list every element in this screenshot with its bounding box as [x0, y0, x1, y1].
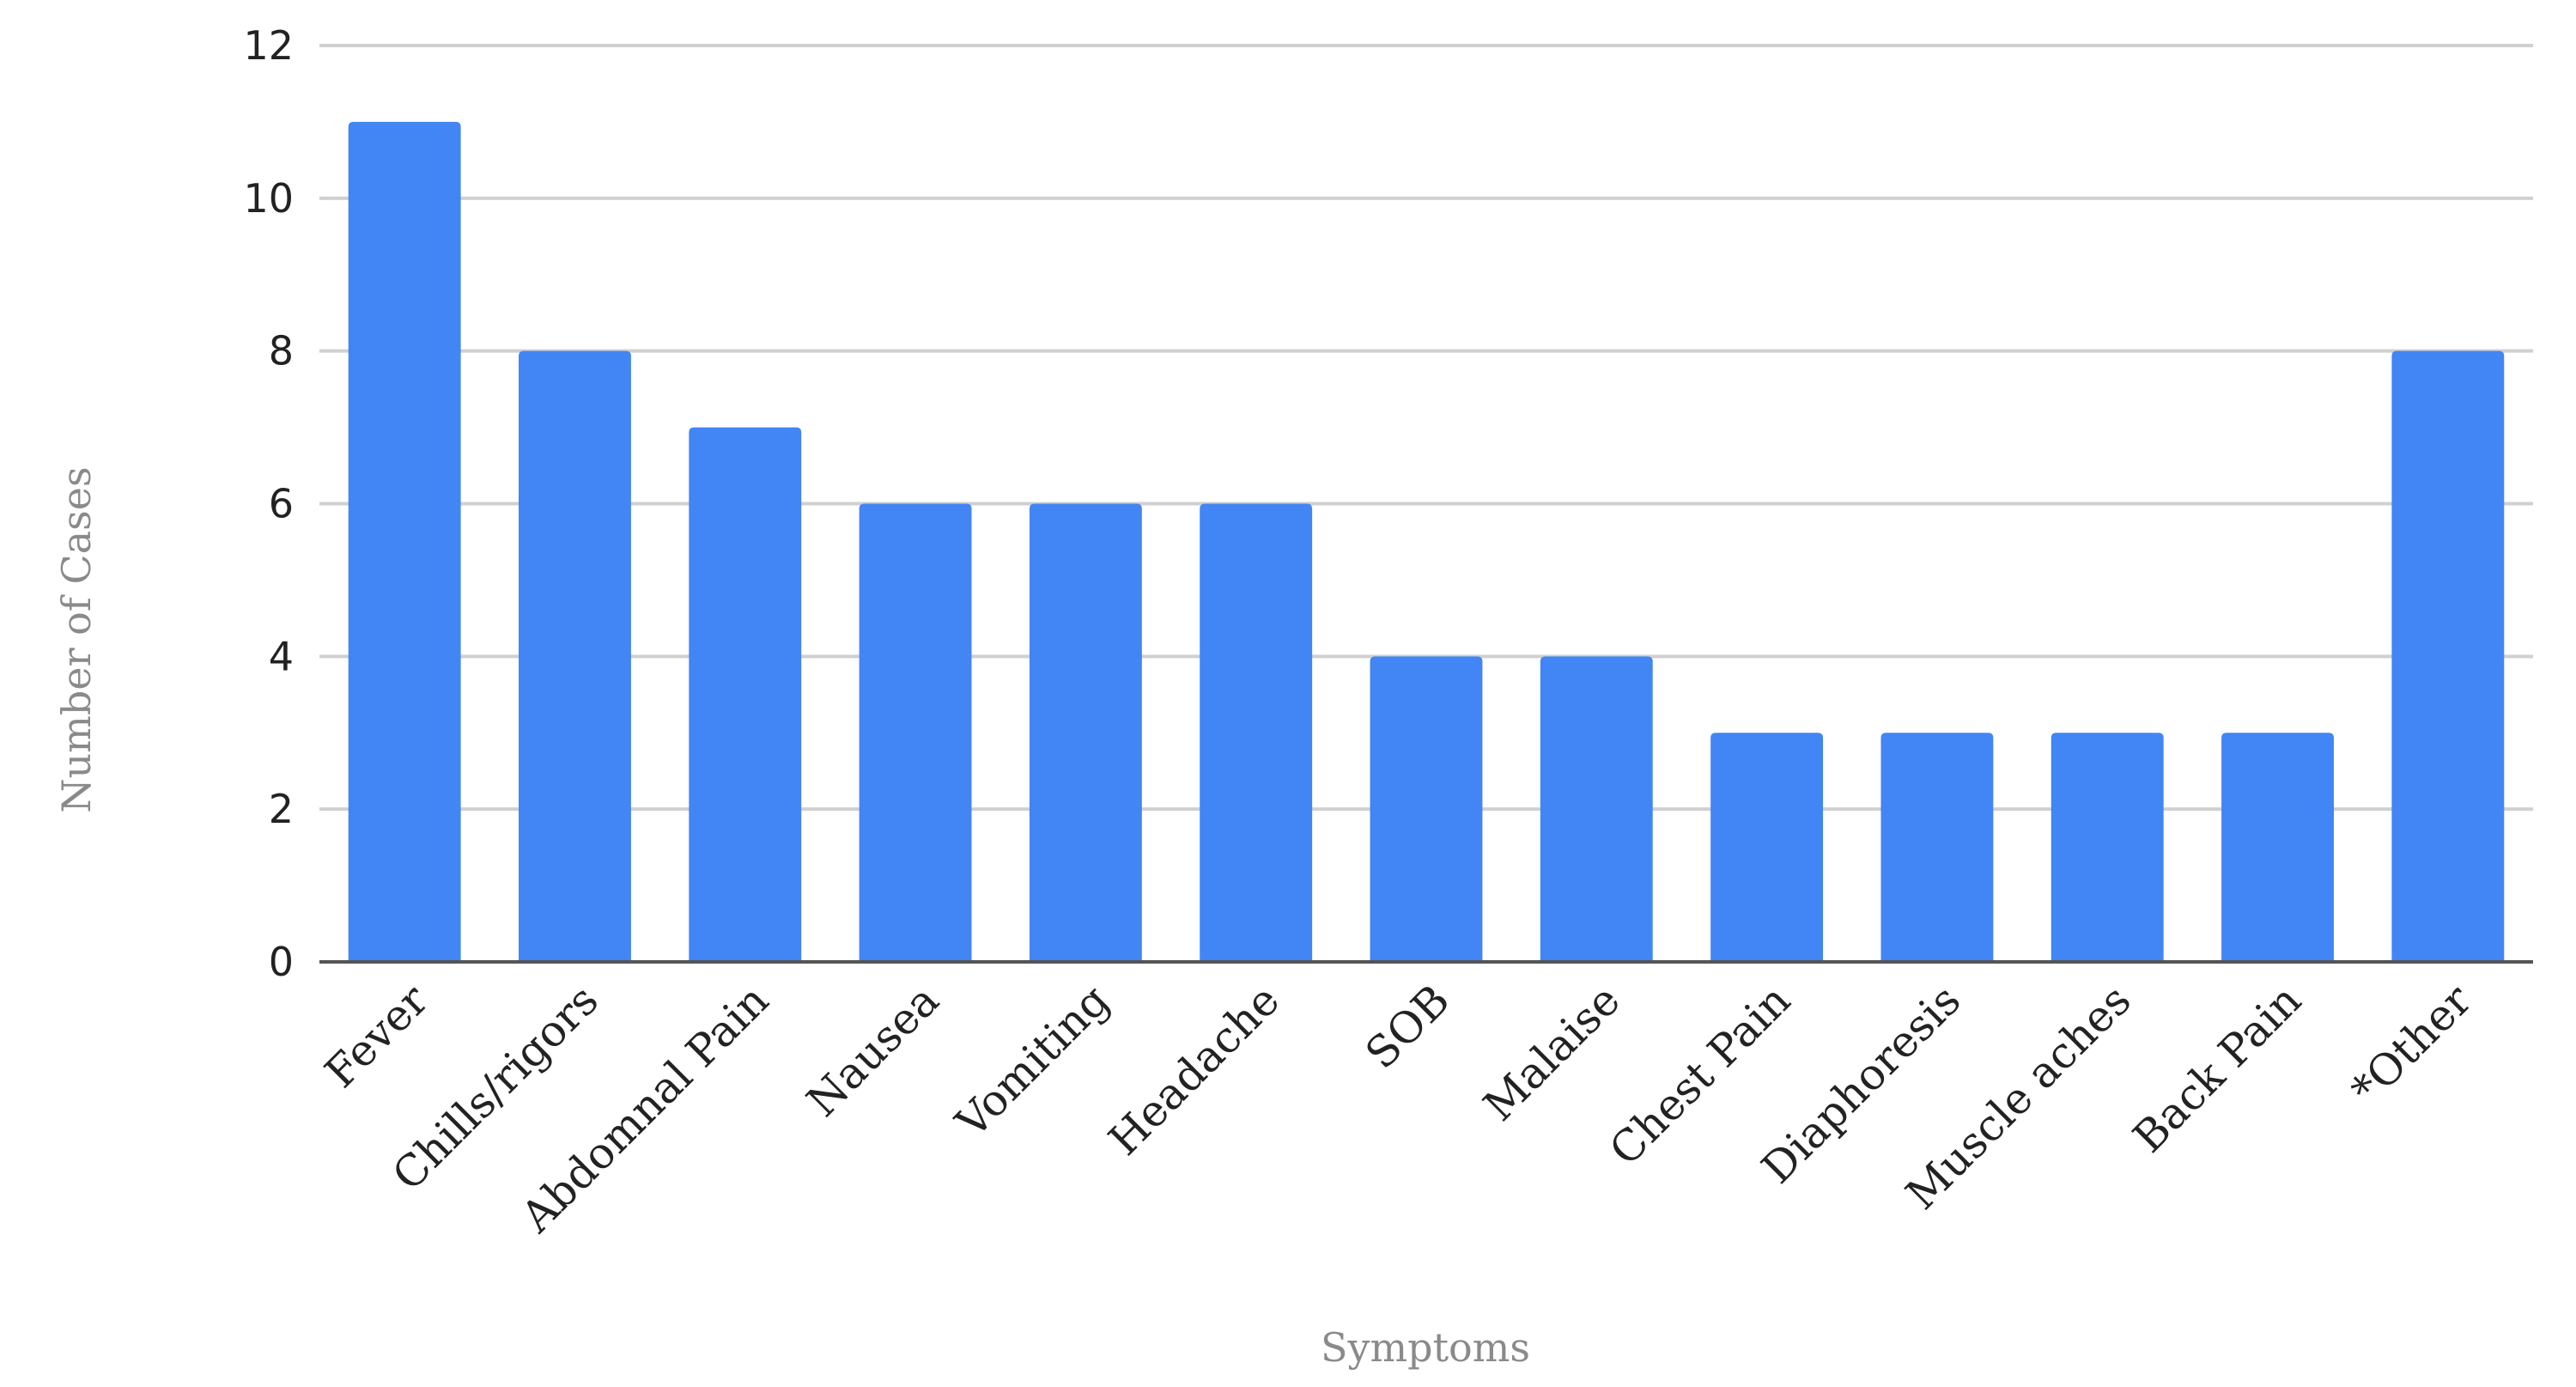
y-axis-ticks: 0 2 4 6 8 10 12 [243, 22, 294, 985]
x-axis-title: Symptoms [1321, 1324, 1530, 1371]
y-tick-label: 12 [243, 22, 294, 69]
bars [348, 121, 2505, 963]
bar [1880, 733, 1994, 962]
gridlines [319, 44, 2533, 812]
x-tick-label: Vomiting [946, 975, 1119, 1147]
x-tick-label: Malaise [1474, 975, 1630, 1130]
bar [2391, 350, 2505, 963]
bar [2221, 733, 2334, 962]
x-tick-label: Fever [315, 975, 437, 1097]
bar [689, 427, 802, 962]
y-tick-label: 6 [269, 481, 294, 527]
bar [2050, 733, 2164, 962]
x-tick-label: Back Pain [2123, 975, 2311, 1162]
bar [1370, 656, 1483, 962]
x-tick-label: *Other [2342, 975, 2482, 1115]
bar [519, 350, 631, 963]
bar [1540, 656, 1653, 962]
bar [1029, 503, 1142, 962]
x-tick-label: Headache [1099, 975, 1289, 1165]
y-tick-label: 4 [269, 633, 294, 679]
x-tick-label: Nausea [798, 975, 949, 1126]
y-tick-label: 8 [269, 328, 294, 374]
bar [859, 503, 972, 962]
y-tick-label: 0 [269, 939, 294, 985]
x-tick-label: SOB [1356, 975, 1459, 1078]
y-tick-label: 2 [269, 786, 294, 832]
y-tick-label: 10 [243, 175, 294, 222]
bar [348, 121, 461, 962]
bar [1200, 503, 1313, 962]
y-axis-title: Number of Cases [53, 466, 100, 812]
bar [1710, 733, 1824, 962]
